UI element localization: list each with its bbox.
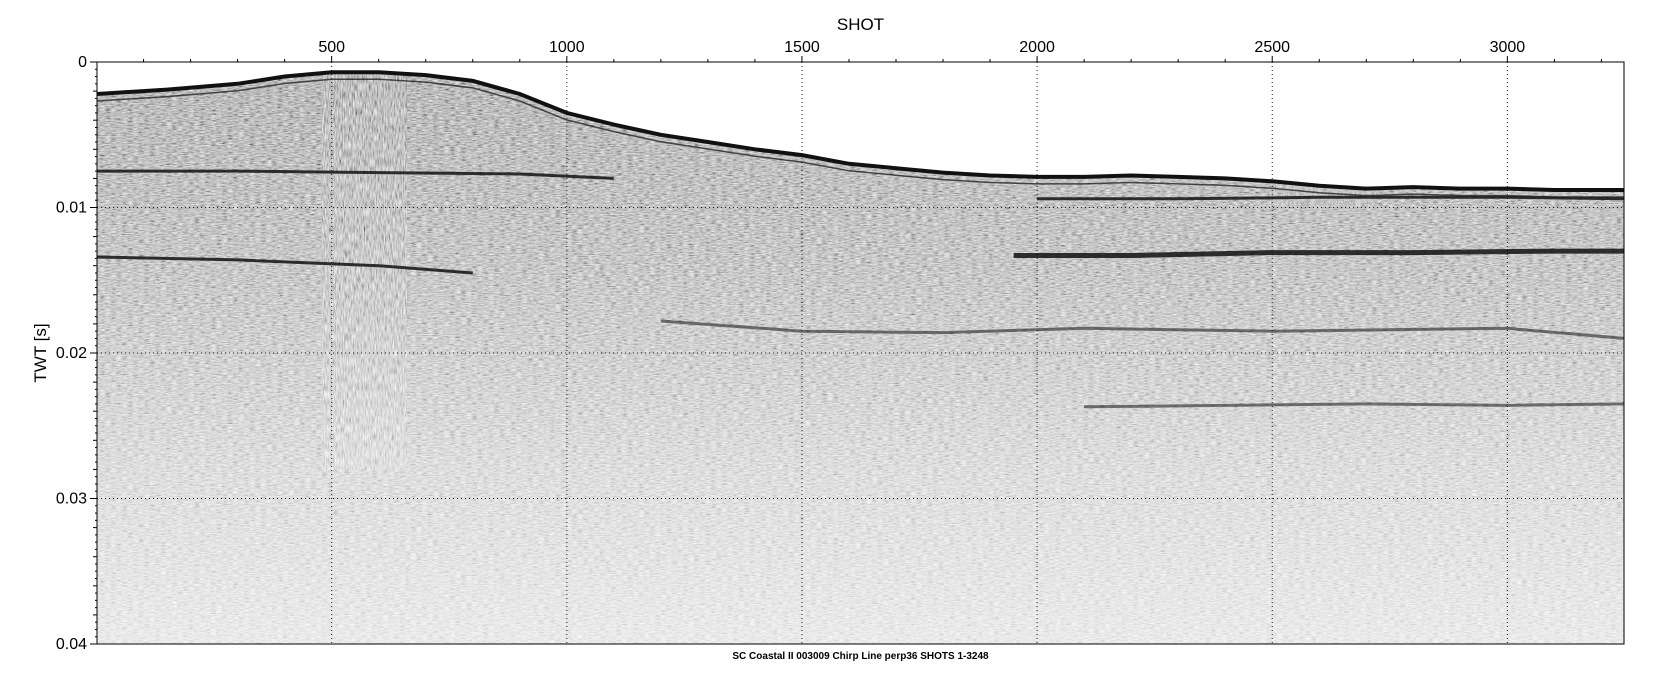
reflector-line: [1037, 195, 1624, 201]
x-axis: 500 1000 1500 2000 2500 3000: [143, 39, 1602, 62]
grid-lines: [97, 62, 1624, 644]
x-tick-label: 500: [318, 39, 345, 56]
x-axis-title: SHOT: [837, 15, 884, 34]
x-tick-label: 1500: [784, 39, 820, 56]
x-tick-label: 3000: [1490, 39, 1526, 56]
seafloor-multiple: [97, 78, 1624, 198]
line-caption: SC Coastal II 003009 Chirp Line perp36 S…: [732, 651, 989, 662]
reflector-line: [1084, 402, 1624, 409]
reflectors: [97, 169, 1624, 409]
x-tick-label: 2500: [1254, 39, 1290, 56]
reflector-line: [1013, 248, 1624, 258]
reflector-line: [660, 319, 1624, 340]
y-tick-label: 0.01: [56, 200, 87, 217]
plot-area: [97, 62, 1624, 644]
seafloor-reflector: [97, 70, 1624, 192]
y-axis-title: TWT [s]: [31, 323, 50, 382]
reflector-line: [97, 169, 614, 180]
y-tick-label: 0.04: [56, 636, 87, 653]
y-axis: 0 0.01 0.02 0.03 0.04: [56, 54, 97, 653]
y-tick-label: 0.03: [56, 491, 87, 508]
reflector-line: [97, 255, 473, 275]
x-tick-label: 1000: [549, 39, 585, 56]
y-tick-label: 0.02: [56, 345, 87, 362]
y-tick-label: 0: [78, 54, 87, 71]
x-tick-label: 2000: [1019, 39, 1055, 56]
